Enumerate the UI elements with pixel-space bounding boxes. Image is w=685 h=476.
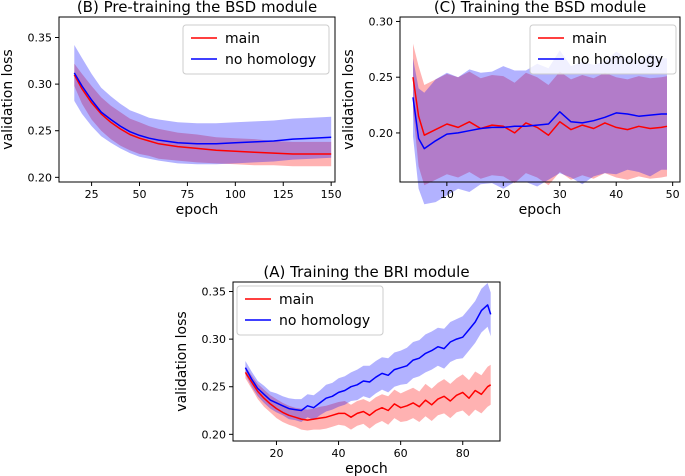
legend-label-main: main xyxy=(572,31,607,47)
x-tick-label: 20 xyxy=(269,447,283,460)
x-tick-label: 80 xyxy=(456,447,470,460)
x-tick-label: 20 xyxy=(496,188,510,201)
y-tick-label: 0.30 xyxy=(202,333,227,346)
legend-label-main: main xyxy=(225,31,260,47)
panel-a-training-bri: 20 40 60 80 0.20 0.25 0.30 0.35 (A) Training the… xyxy=(174,263,501,476)
line-main xyxy=(244,371,492,421)
y-tick-label: 0.25 xyxy=(28,125,53,138)
x-tick-label: 100 xyxy=(225,188,246,201)
legend-label-no-homology: no homology xyxy=(572,52,663,68)
legend: main no homology xyxy=(529,24,677,75)
legend-box xyxy=(236,285,384,336)
y-axis-label: validation loss xyxy=(0,49,16,149)
plot-frame xyxy=(232,281,501,442)
y-tick-label: 0.25 xyxy=(369,71,394,84)
y-tick-label: 0.20 xyxy=(28,171,53,184)
y-tick-label: 0.35 xyxy=(202,286,227,299)
x-tick-label: 60 xyxy=(394,447,408,460)
x-tick-label: 150 xyxy=(321,188,342,201)
y-tick-label: 0.30 xyxy=(369,15,394,28)
line-main xyxy=(73,74,332,155)
chart-title: (C) Training the BSD module xyxy=(434,0,646,16)
band-main xyxy=(74,63,332,167)
y-tick-label: 0.20 xyxy=(202,428,227,441)
x-axis-label: epoch xyxy=(345,461,388,476)
x-tick-label: 50 xyxy=(133,188,147,201)
panel-b-pretraining-bsd: 25 50 75 100 125 150 0.20 0.25 0.30 0.35 (B) Pre-t… xyxy=(0,0,342,218)
x-tick-label: 30 xyxy=(553,188,567,201)
y-tick-label: 0.30 xyxy=(28,78,53,91)
y-tick-label: 0.25 xyxy=(202,381,227,394)
x-axis-label: epoch xyxy=(519,202,562,218)
plot-frame xyxy=(399,16,681,183)
line-no-homology xyxy=(73,72,332,145)
x-tick-label: 40 xyxy=(332,447,346,460)
chart-title: (A) Training the BRI module xyxy=(263,263,469,281)
plot-frame xyxy=(58,16,336,183)
legend: main no homology xyxy=(182,24,330,75)
band-main xyxy=(413,43,667,186)
legend-label-main: main xyxy=(279,292,314,308)
x-tick-label: 10 xyxy=(440,188,454,201)
legend-box xyxy=(182,24,330,75)
x-tick-label: 75 xyxy=(180,188,194,201)
y-tick-label: 0.35 xyxy=(28,32,53,45)
band-no-homology xyxy=(245,283,491,422)
legend-label-no-homology: no homology xyxy=(225,52,316,68)
chart-title: (B) Pre-training the BSD module xyxy=(77,0,317,16)
y-axis-label: validation loss xyxy=(341,49,357,149)
x-tick-label: 50 xyxy=(666,188,680,201)
y-tick-label: 0.20 xyxy=(369,127,394,140)
x-tick-label: 40 xyxy=(609,188,623,201)
x-axis-label: epoch xyxy=(176,202,219,218)
band-no-homology xyxy=(413,50,667,205)
band-main xyxy=(245,364,491,431)
line-no-homology xyxy=(244,304,492,412)
line-main xyxy=(412,77,668,136)
legend-label-no-homology: no homology xyxy=(279,313,370,329)
y-axis-label: validation loss xyxy=(174,311,190,411)
x-tick-label: 25 xyxy=(85,188,99,201)
line-no-homology xyxy=(412,97,667,150)
x-tick-label: 125 xyxy=(273,188,294,201)
legend-box xyxy=(529,24,677,75)
legend: main no homology xyxy=(236,285,384,336)
panel-c-training-bsd: 10 20 30 40 50 0.20 0.25 0.30 (C) Training the B… xyxy=(341,0,681,218)
